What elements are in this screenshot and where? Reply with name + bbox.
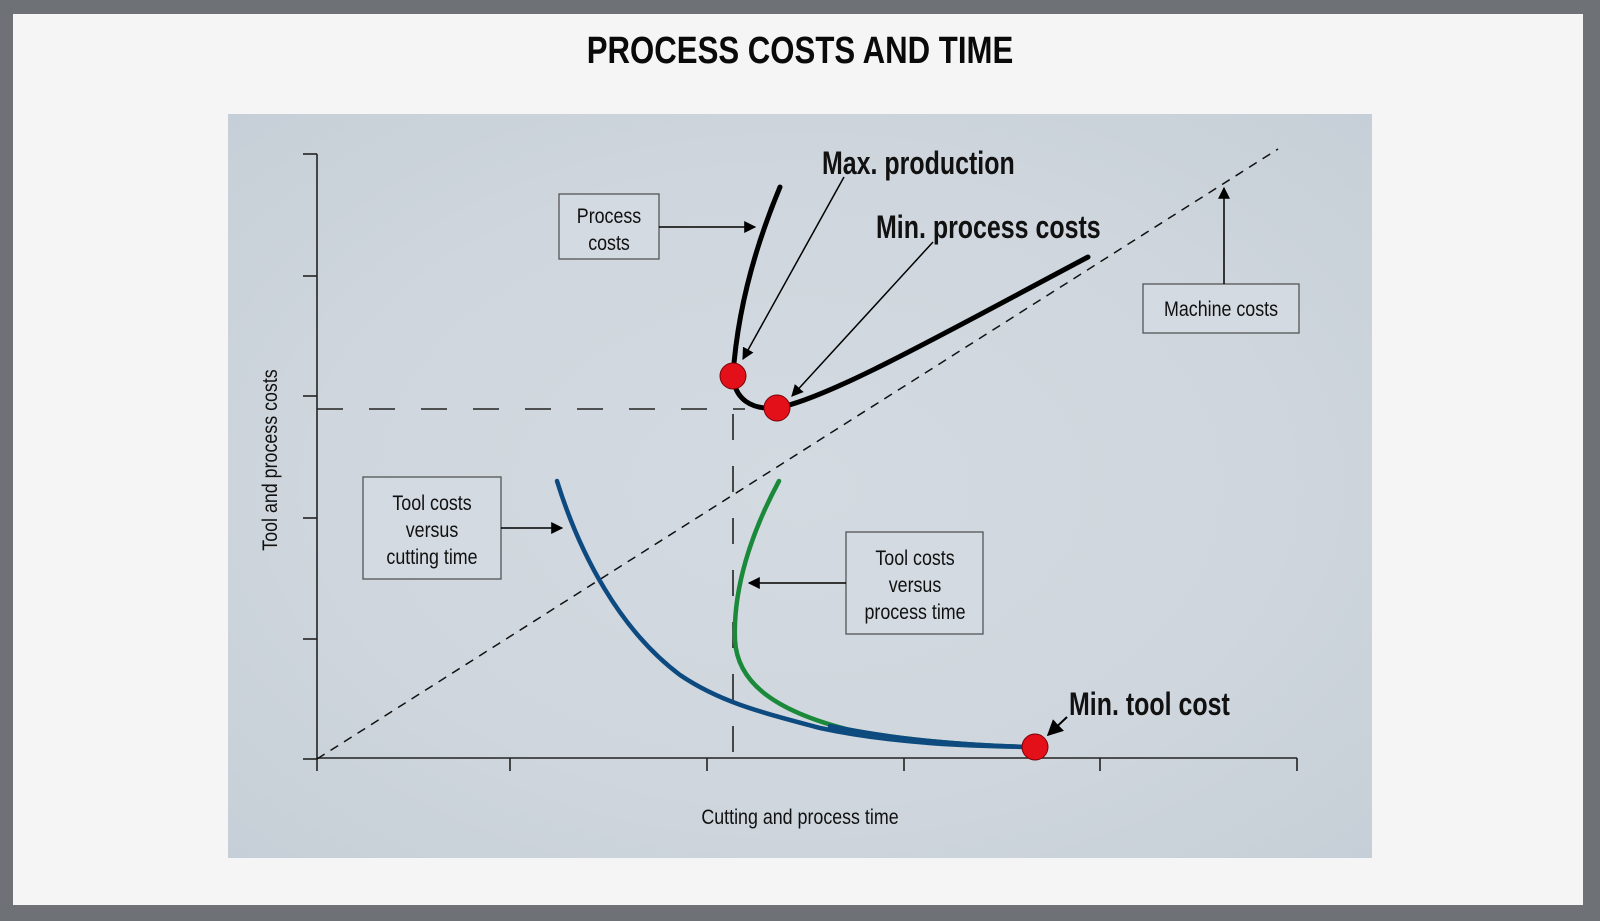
- svg-text:Tool costs: Tool costs: [392, 492, 472, 516]
- min-tool-cost-label: Min. tool cost: [1069, 687, 1230, 723]
- tool-process-callout: Tool costs versus process time: [747, 531, 984, 635]
- min-tool-cost-marker: [1021, 733, 1049, 761]
- min-process-costs-label: Min. process costs: [876, 210, 1101, 246]
- y-axis: [303, 153, 318, 760]
- tool-cutting-callout: Tool costs versus cutting time: [362, 476, 564, 580]
- process-costs-curve: [730, 184, 1091, 411]
- min-process-cost-marker: [763, 394, 791, 422]
- figure-title: PROCESS COSTS AND TIME: [586, 30, 1014, 72]
- y-axis-label: Tool and process costs: [259, 369, 283, 551]
- max-production-label: Max. production: [822, 146, 1015, 182]
- min-process-leader: [791, 241, 934, 397]
- svg-text:versus: versus: [889, 574, 942, 598]
- max-production-leader: [742, 176, 845, 361]
- machine-costs-callout: Machine costs: [1142, 186, 1300, 334]
- process-costs-callout: Process costs: [558, 193, 757, 260]
- x-axis-label: Cutting and process time: [701, 806, 898, 830]
- svg-text:Process: Process: [577, 205, 642, 229]
- x-axis: [316, 757, 1298, 771]
- min-tool-leader: [1046, 716, 1068, 737]
- svg-text:cutting time: cutting time: [386, 546, 477, 570]
- svg-text:Tool costs: Tool costs: [875, 547, 955, 571]
- svg-text:versus: versus: [406, 519, 459, 543]
- svg-text:costs: costs: [588, 232, 630, 256]
- max-production-marker: [719, 362, 747, 390]
- machine-costs-line: [316, 148, 1279, 760]
- svg-text:Machine costs: Machine costs: [1164, 298, 1278, 322]
- svg-text:process time: process time: [864, 601, 965, 625]
